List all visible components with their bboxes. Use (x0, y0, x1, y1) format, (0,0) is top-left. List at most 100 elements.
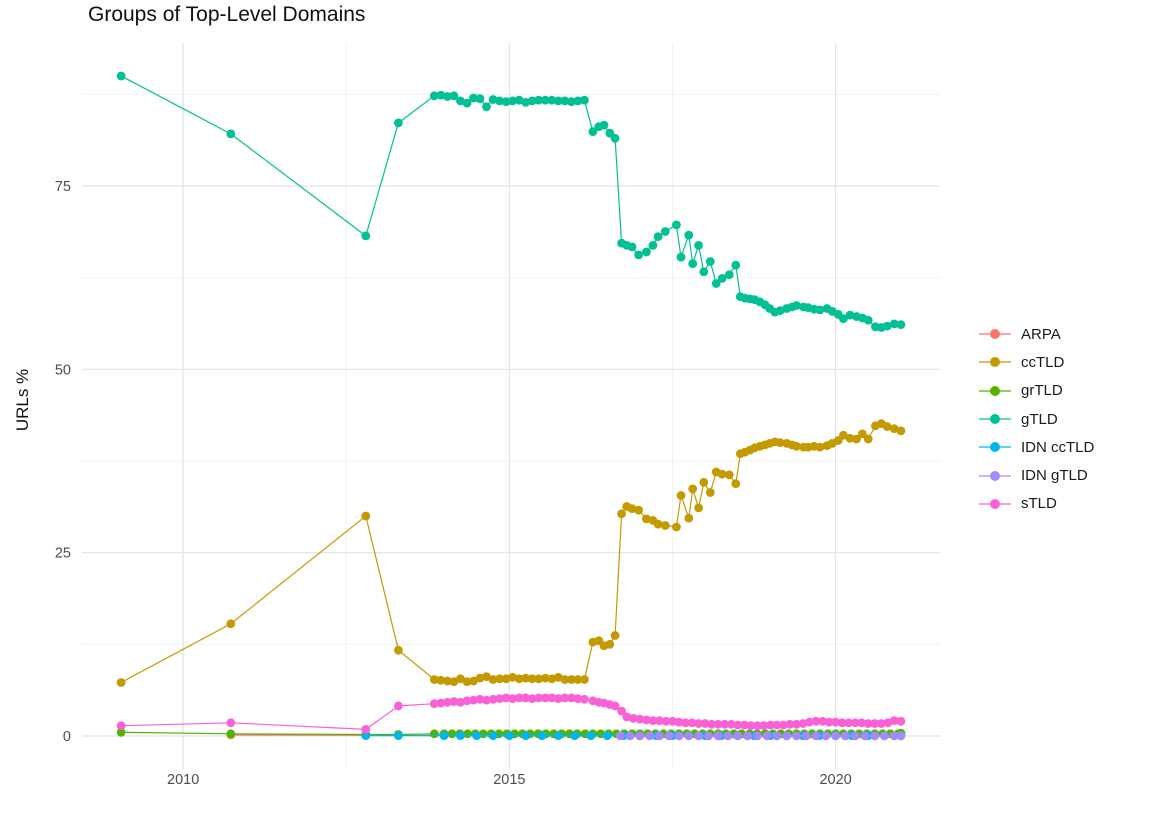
series-idn-gtld (615, 731, 906, 741)
data-point (508, 96, 517, 106)
data-point (567, 675, 576, 684)
data-point (540, 95, 550, 105)
data-point (700, 719, 710, 728)
data-point (792, 441, 801, 451)
y-tick-label: 50 (55, 362, 71, 378)
data-point (573, 694, 583, 703)
data-point (527, 96, 537, 106)
data-point (705, 257, 715, 266)
data-point (857, 718, 867, 728)
data-point (553, 96, 563, 106)
data-point (521, 731, 531, 740)
data-point (704, 731, 713, 741)
data-point (580, 675, 589, 684)
data-point (226, 129, 236, 139)
data-point (896, 426, 906, 436)
data-point (775, 438, 785, 448)
legend-item-label: IDN gTLD (1021, 467, 1088, 485)
data-point (475, 694, 485, 704)
data-point (521, 693, 531, 703)
data-point (684, 230, 694, 240)
data-point (521, 673, 531, 683)
data-point (495, 674, 504, 684)
data-point (821, 731, 831, 741)
data-point (615, 731, 625, 741)
data-point (567, 97, 576, 107)
data-point (674, 717, 684, 727)
data-point (436, 698, 446, 708)
data-point (602, 731, 612, 740)
data-point (495, 694, 504, 703)
data-point (443, 92, 452, 101)
data-point (547, 95, 557, 105)
data-point (617, 509, 626, 519)
data-point (580, 694, 589, 704)
data-point (462, 98, 472, 108)
data-point (580, 95, 589, 105)
data-point (779, 720, 788, 730)
data-point (642, 247, 651, 257)
data-point (681, 718, 690, 728)
data-point (226, 729, 236, 739)
data-point (482, 672, 491, 681)
data-point (394, 645, 403, 655)
data-point (488, 694, 498, 704)
data-point (852, 434, 861, 444)
legend-key-icon (979, 357, 1011, 368)
data-point (462, 677, 472, 687)
data-point (688, 484, 698, 494)
data-point (699, 477, 709, 487)
data-point (642, 715, 651, 725)
data-point (772, 720, 782, 730)
data-point (540, 673, 550, 683)
legend-key-icon (979, 498, 1011, 509)
data-point (553, 694, 563, 703)
data-point (870, 719, 880, 728)
data-point (811, 716, 821, 726)
data-point (514, 674, 524, 684)
data-point (645, 731, 655, 741)
data-point (687, 718, 697, 728)
data-point (818, 716, 827, 726)
data-point (488, 675, 498, 684)
data-point (889, 731, 899, 741)
data-point (684, 513, 694, 523)
data-point (116, 678, 126, 687)
data-point (785, 719, 795, 729)
data-point (527, 694, 537, 703)
data-point (394, 118, 403, 128)
data-point (553, 731, 563, 740)
data-point (655, 716, 664, 725)
legend-item-idn-gtld: IDN gTLD (978, 461, 1094, 489)
data-point (782, 731, 792, 741)
data-point (534, 674, 544, 684)
data-point (449, 91, 459, 101)
data-point (634, 250, 643, 260)
data-point (605, 639, 615, 649)
data-point (672, 220, 681, 230)
data-point (896, 320, 906, 329)
data-point (394, 701, 403, 711)
legend-item-grtld: grTLD (978, 377, 1094, 405)
data-point (527, 674, 537, 684)
data-point (720, 719, 730, 729)
series-line (120, 75, 901, 329)
series-gtld (116, 71, 906, 332)
data-point (839, 314, 848, 324)
data-point (726, 719, 736, 729)
data-point (488, 731, 498, 740)
legend-key-icon (979, 329, 1011, 340)
data-point (831, 731, 840, 741)
series-cctld (116, 419, 906, 687)
data-point (824, 717, 834, 727)
data-point (482, 102, 491, 112)
data-point (845, 433, 855, 443)
data-point (628, 714, 638, 723)
data-point (664, 731, 674, 741)
data-point (707, 719, 716, 729)
legend-item-label: ARPA (1021, 325, 1061, 343)
data-point (573, 96, 583, 106)
data-point (752, 721, 762, 731)
y-tick-label: 75 (55, 179, 71, 195)
data-point (723, 731, 733, 741)
